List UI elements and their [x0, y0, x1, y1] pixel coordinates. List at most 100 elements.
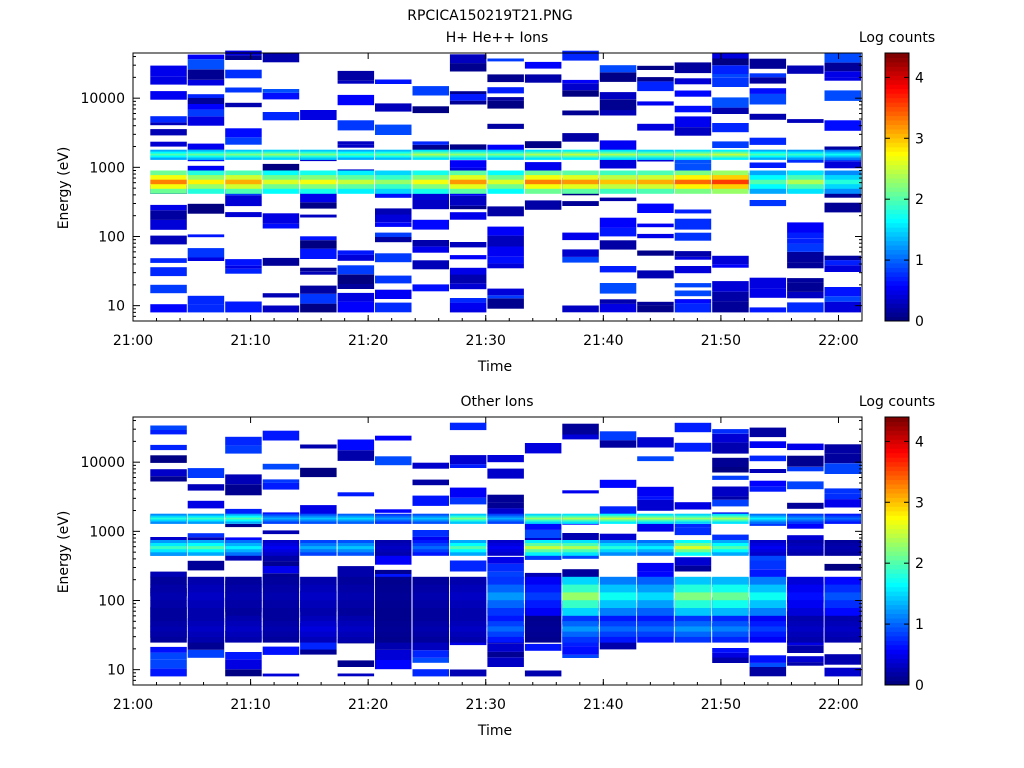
band-cell	[787, 636, 824, 643]
background-cell	[562, 423, 599, 435]
background-cell	[599, 72, 637, 82]
band-cell	[674, 592, 712, 601]
band-cell	[599, 515, 637, 518]
band-cell	[674, 631, 712, 638]
band-cell	[599, 153, 637, 156]
background-cell	[487, 468, 524, 479]
background-cell	[599, 283, 637, 294]
band-cell	[524, 184, 562, 190]
band-cell	[524, 153, 562, 156]
background-cell	[225, 69, 262, 79]
background-cell	[787, 523, 824, 529]
background-cell	[749, 162, 787, 168]
colorbar-segment	[885, 294, 909, 300]
background-cell	[674, 209, 712, 214]
background-cell	[487, 256, 524, 264]
colorbar-segment	[885, 564, 909, 570]
background-cell	[225, 552, 262, 561]
band-cell	[449, 546, 487, 550]
band-cell	[187, 576, 225, 585]
colorbar-segment	[885, 515, 909, 521]
band-cell	[262, 546, 300, 550]
band-cell	[337, 151, 375, 154]
background-cell	[337, 70, 375, 81]
band-cell	[712, 576, 749, 585]
band-cell	[300, 155, 337, 158]
band-cell	[637, 153, 674, 156]
band-cell	[449, 615, 487, 622]
colorbar-segment	[885, 240, 909, 246]
band-cell	[150, 519, 187, 522]
background-cell	[150, 444, 187, 451]
background-cell	[150, 476, 187, 482]
panel-2-title: Other Ions	[460, 394, 533, 410]
background-cell	[824, 161, 861, 169]
colorbar-segment	[885, 626, 909, 632]
background-cell	[412, 106, 449, 114]
band-cell	[225, 621, 262, 627]
band-cell	[787, 543, 824, 547]
background-cell	[337, 94, 375, 106]
colorbar-segment	[885, 303, 909, 309]
band-cell	[749, 615, 787, 622]
background-cell	[262, 561, 300, 566]
background-cell	[562, 50, 599, 61]
background-cell	[712, 657, 749, 663]
band-cell	[375, 592, 412, 601]
band-cell	[187, 608, 225, 617]
y-tick-label: 10000	[80, 91, 125, 107]
colorbar-segment	[885, 213, 909, 219]
band-cell	[524, 155, 562, 158]
background-cell	[787, 262, 824, 269]
colorbar-segment	[885, 497, 909, 503]
band-cell	[300, 149, 337, 153]
band-cell	[300, 584, 337, 593]
background-cell	[487, 455, 524, 463]
band-cell	[262, 552, 300, 556]
band-cell	[824, 592, 861, 601]
band-cell	[150, 549, 187, 553]
background-cell	[187, 649, 225, 658]
background-cell	[300, 192, 337, 203]
background-cell	[824, 255, 861, 261]
band-cell	[375, 157, 412, 160]
band-cell	[150, 552, 187, 556]
background-cell	[187, 165, 225, 175]
background-cell	[375, 232, 412, 237]
background-cell	[824, 463, 861, 474]
band-cell	[150, 155, 187, 158]
band-cell	[637, 584, 674, 593]
band-cell	[674, 153, 712, 156]
band-cell	[712, 157, 749, 160]
panels: 21:00 21:10 21:20 21:30 21:40 21:50 22:0010100…	[80, 50, 924, 713]
band-cell	[674, 552, 712, 556]
band-cell	[599, 552, 637, 556]
band-cell	[487, 153, 524, 156]
colorbar-segment	[885, 155, 909, 161]
band-cell	[824, 517, 861, 520]
band-cell	[150, 626, 187, 633]
background-cell	[712, 475, 749, 480]
background-cell	[262, 551, 300, 562]
band-cell	[824, 151, 861, 154]
colorbar-segment	[885, 519, 909, 525]
band-cell	[300, 175, 337, 181]
band-cell	[712, 175, 749, 181]
panel-1-colorbar-label: Log counts	[859, 30, 935, 46]
background-cell	[824, 493, 861, 500]
background-cell	[599, 65, 637, 73]
background-cell	[225, 436, 262, 446]
background-cell	[225, 87, 262, 93]
colorbar-segment	[885, 568, 909, 574]
band-cell	[712, 631, 749, 638]
band-cell	[787, 621, 824, 627]
background-cell	[562, 490, 599, 494]
background-cell	[337, 301, 375, 313]
band-cell	[337, 626, 375, 633]
background-cell	[262, 163, 300, 171]
background-cell	[375, 275, 412, 284]
band-cell	[412, 631, 449, 638]
background-cell	[712, 264, 749, 268]
background-cell	[412, 495, 449, 506]
